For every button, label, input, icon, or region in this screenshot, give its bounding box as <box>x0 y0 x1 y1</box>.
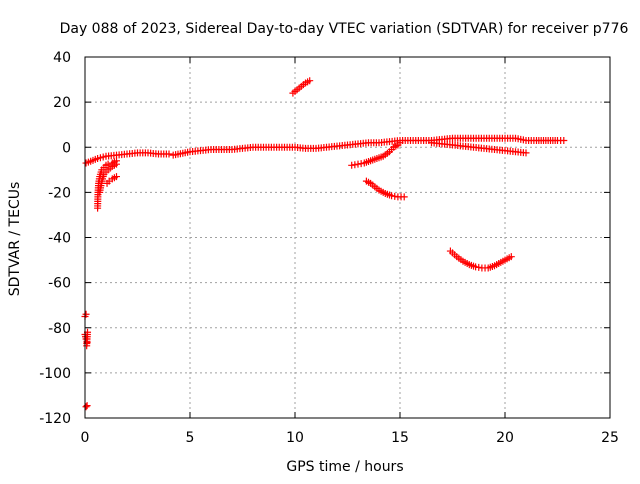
x-tick-label: 15 <box>391 430 409 446</box>
data-point <box>113 160 120 168</box>
segment-early-curve-side <box>103 173 120 187</box>
segment-spike-10h <box>289 77 314 97</box>
y-tick-label: 40 <box>53 50 71 66</box>
data-point <box>507 253 515 261</box>
segment-rise-14h <box>348 139 404 169</box>
y-tick-label: 20 <box>53 95 71 111</box>
x-tick-label: 10 <box>286 430 304 446</box>
y-axis-label: SDTVAR / TECUs <box>7 182 23 297</box>
x-tick-label: 0 <box>81 430 90 446</box>
chart-title: Day 088 of 2023, Sidereal Day-to-day VTE… <box>60 21 629 37</box>
y-tick-label: -120 <box>39 411 71 427</box>
y-tick-label: -100 <box>39 366 71 382</box>
data-point <box>113 173 120 181</box>
x-tick-label: 20 <box>496 430 514 446</box>
data-point <box>165 150 173 158</box>
data-point <box>306 77 314 85</box>
segment-secondary-arc <box>428 139 530 157</box>
data-point <box>396 139 404 147</box>
y-tick-label: 0 <box>62 140 71 156</box>
data-points <box>81 77 568 411</box>
axes <box>84 56 611 419</box>
y-tick-label: -60 <box>48 276 71 292</box>
y-tick-label: -80 <box>48 321 71 337</box>
gridlines <box>85 57 610 418</box>
data-point <box>82 403 90 411</box>
y-tick-label: -20 <box>48 185 71 201</box>
x-tick-label: 25 <box>601 430 619 446</box>
segment-fall-14h <box>362 177 408 201</box>
segment-early-curve-mid <box>96 160 120 196</box>
data-point <box>82 310 90 318</box>
data-point <box>400 193 408 201</box>
segment-dip-19h <box>446 247 515 272</box>
x-tick-label: 5 <box>186 430 195 446</box>
x-axis-label: GPS time / hours <box>286 459 403 475</box>
y-tick-label: -40 <box>48 231 71 247</box>
tick-labels: 0 5 10 15 20 25 -120 -100 -80 -60 -40 -20 0 20 40 <box>39 50 619 446</box>
data-point <box>522 149 530 157</box>
data-point <box>560 136 568 144</box>
